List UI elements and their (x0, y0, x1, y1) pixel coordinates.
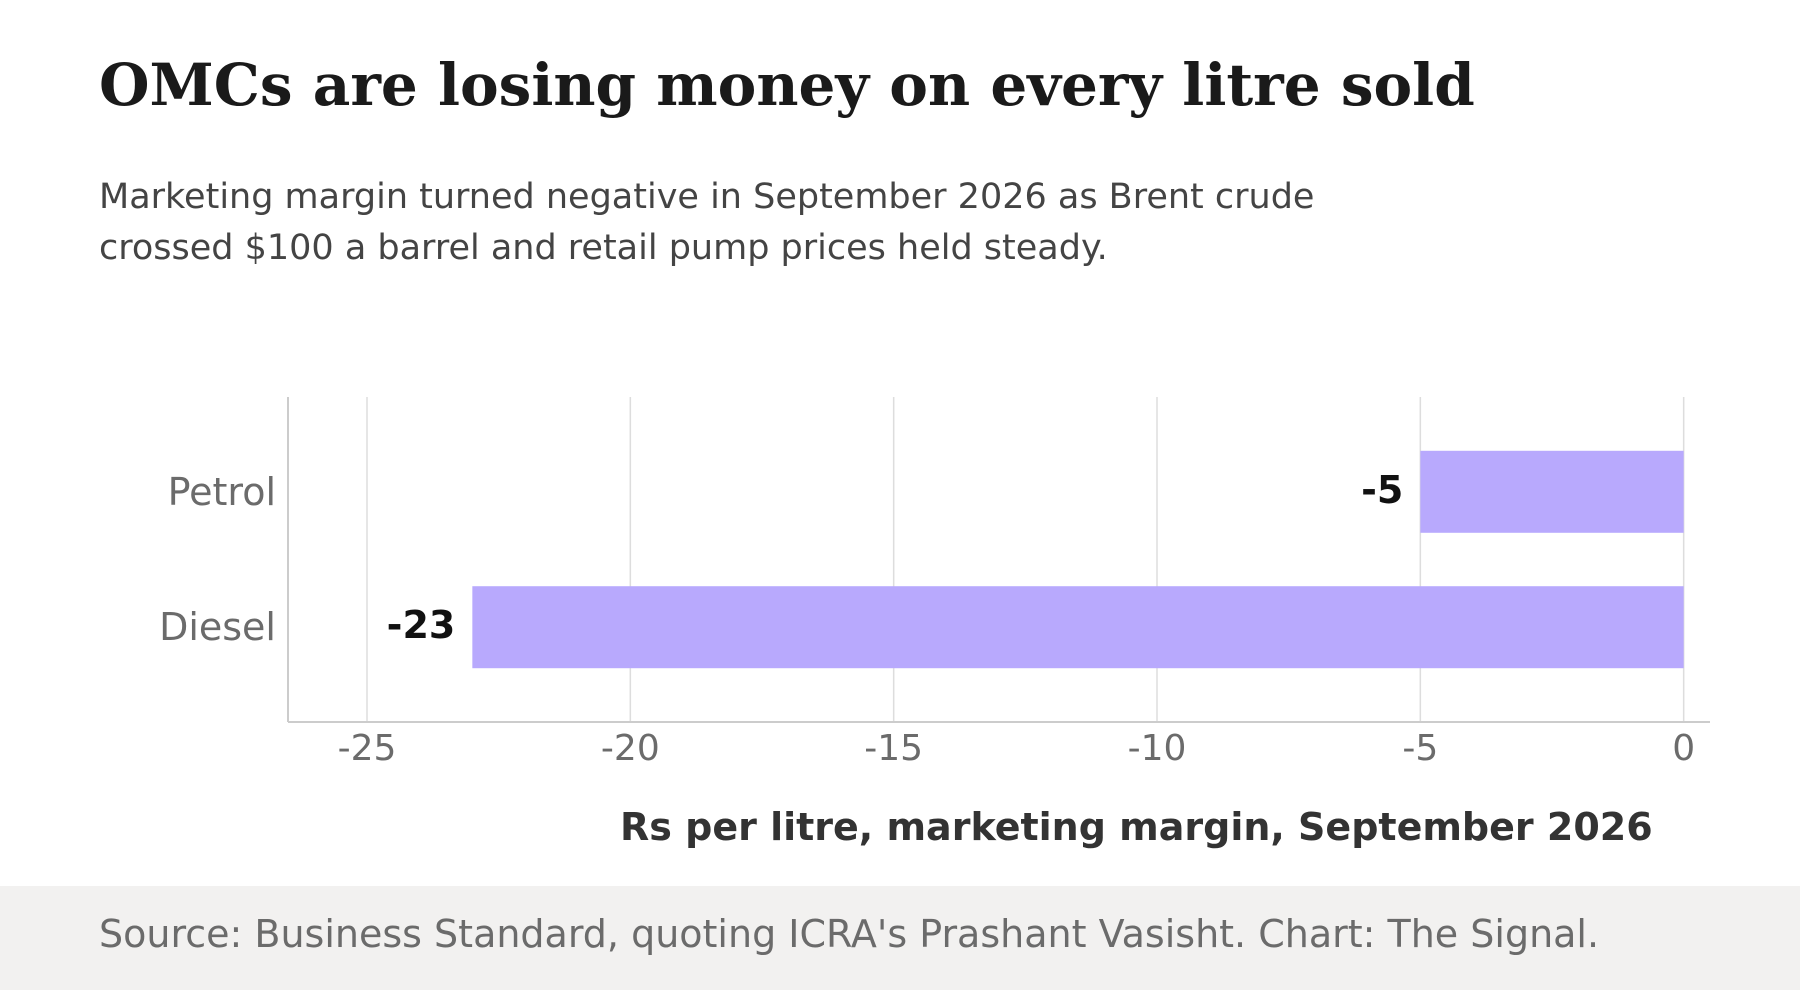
x-tick-label: 0 (1672, 728, 1695, 769)
x-tick-label: -25 (338, 728, 397, 769)
labels: -25 -20 -15 -10 -5 0 Petrol -5 Diesel -23 (159, 468, 1695, 769)
chart-subtitle: Marketing margin turned negative in Sept… (99, 177, 1315, 268)
axes (287, 397, 1710, 723)
x-tick-label: -10 (1128, 728, 1187, 769)
bar-diesel (472, 586, 1684, 669)
x-tick-label: -15 (864, 728, 923, 769)
x-tick-label: -20 (601, 728, 660, 769)
chart-title: OMCs are losing money on every litre sol… (99, 51, 1475, 119)
data-label: -5 (1361, 468, 1403, 512)
bar-petrol (1420, 450, 1684, 533)
gridlines (366, 397, 1685, 722)
data-label: -23 (387, 603, 456, 647)
bar-chart: -25 -20 -15 -10 -5 0 Petrol -5 Diesel -23 Rs per … (159, 397, 1710, 849)
x-axis-title: Rs per litre, marketing margin, Septembe… (620, 805, 1653, 849)
source-note: Source: Business Standard, quoting ICRA'… (99, 912, 1600, 956)
category-label: Diesel (159, 605, 276, 649)
footer-band (0, 886, 1800, 990)
x-tick-label: -5 (1402, 728, 1438, 769)
bars (472, 450, 1684, 669)
category-label: Petrol (168, 470, 276, 514)
